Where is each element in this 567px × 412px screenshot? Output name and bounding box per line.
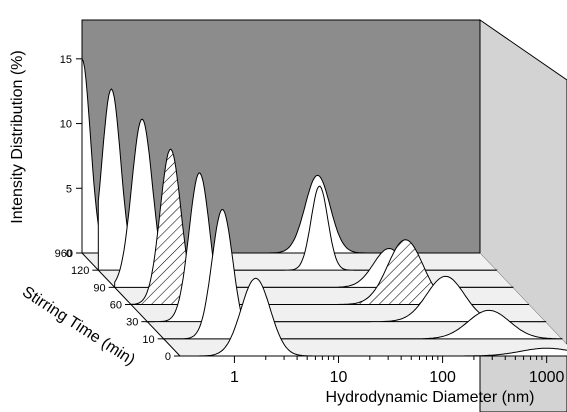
z-tick-label: 120: [71, 265, 89, 277]
x-tick-label: 100: [429, 369, 456, 386]
x-tick-label: 1000: [529, 369, 565, 386]
z-tick-label: 0: [165, 351, 171, 363]
series-group: [81, 58, 567, 357]
x-axis-label: Hydrodynamic Diameter (nm): [326, 389, 535, 406]
axes: 0 5 10 15 0 10 30 60 90 120 960 1 10 100 1000: [55, 20, 567, 386]
z-axis-label: Stirring Time (min): [19, 284, 138, 369]
z-tick-label: 10: [142, 334, 154, 346]
series-area: [162, 208, 563, 340]
z-tick-label: 60: [110, 300, 122, 312]
y-tick-label: 10: [60, 119, 72, 131]
series-10: [162, 208, 563, 340]
y-tick-label: 5: [66, 183, 72, 195]
y-tick-label: 0: [66, 248, 72, 260]
y-tick-label: 15: [60, 54, 72, 66]
y-axis-label: Intensity Distribution (%): [9, 50, 26, 223]
z-tick-label: 30: [126, 317, 138, 329]
z-tick-label: 90: [93, 282, 105, 294]
z-tick-label: 960: [55, 248, 73, 260]
x-tick-label: 1: [230, 369, 239, 386]
x-tick-label: 10: [330, 369, 348, 386]
